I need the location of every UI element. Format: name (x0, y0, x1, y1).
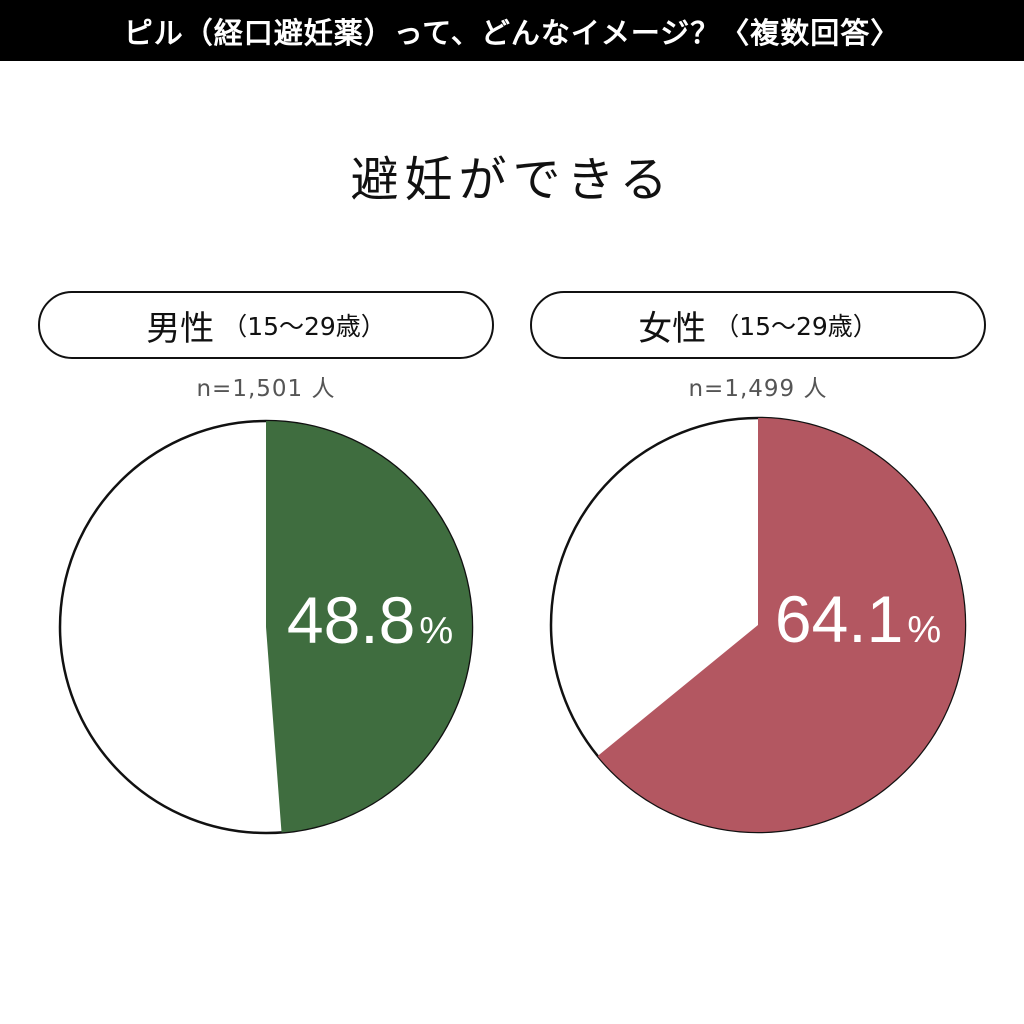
female-value-unit: % (907, 609, 941, 651)
male-panel: 男性 （15〜29歳） n=1,501 人 (38, 291, 494, 403)
female-sample-size: n=1,499 人 (688, 376, 828, 402)
male-value-unit: % (419, 610, 453, 652)
chart-subtitle: 避妊ができる (350, 152, 674, 208)
female-pie-slice (597, 418, 966, 832)
male-group-label: 男性 (146, 308, 215, 349)
male-pie-slice (266, 421, 472, 833)
female-value-number: 64.1 (775, 582, 903, 656)
female-panel: 女性 （15〜29歳） n=1,499 人 (530, 291, 986, 403)
header-bar: ピル（経口避妊薬）って、どんなイメージ？〈複数回答〉 (0, 0, 1024, 61)
female-age-range: （15〜29歳） (714, 312, 878, 341)
page-title: ピル（経口避妊薬）って、どんなイメージ？〈複数回答〉 (123, 15, 901, 50)
male-age-range: （15〜29歳） (222, 312, 386, 341)
female-value-label: 64.1% (775, 582, 941, 656)
male-value-label: 48.8% (287, 583, 453, 657)
male-pie: 48.8% (58, 419, 474, 835)
female-group-pill: 女性 （15〜29歳） (530, 291, 986, 359)
male-sample-size: n=1,501 人 (196, 376, 336, 402)
female-group-label: 女性 (638, 308, 707, 349)
female-pie: 64.1% (549, 416, 967, 834)
male-value-number: 48.8 (287, 583, 415, 657)
male-group-pill: 男性 （15〜29歳） (38, 291, 494, 359)
